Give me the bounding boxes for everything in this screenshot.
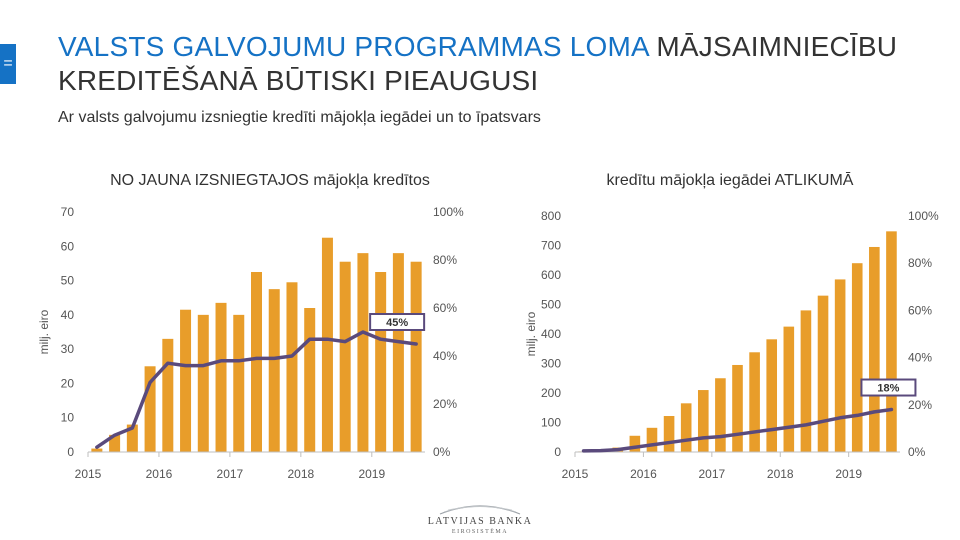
- bar: [766, 339, 778, 452]
- y-tick-label: 10: [61, 411, 75, 425]
- y2-tick-label: 100%: [433, 205, 464, 219]
- bar: [233, 314, 245, 452]
- y2-tick-label: 0%: [908, 445, 926, 459]
- y-tick-label: 600: [541, 268, 561, 282]
- x-tick-label: 2019: [835, 467, 862, 481]
- bar: [215, 302, 227, 452]
- y-tick-label: 300: [541, 357, 561, 371]
- share-line: [95, 330, 418, 449]
- bar: [286, 282, 298, 452]
- y2-tick-label: 60%: [433, 301, 457, 315]
- x-tick-label: 2016: [630, 467, 657, 481]
- title-rest: MĀJSAIMNIECĪBU KREDITĒŠANĀ BŪTISKI PIEAU…: [58, 31, 898, 96]
- bar: [180, 309, 192, 452]
- y-tick-label: 0: [554, 445, 561, 459]
- bar: [715, 378, 726, 452]
- bar: [680, 403, 692, 452]
- y2-tick-label: 100%: [908, 209, 939, 223]
- y-tick-label: 60: [61, 239, 75, 253]
- y2-tick-label: 80%: [433, 253, 457, 267]
- y2-tick-label: 20%: [433, 397, 457, 411]
- y-tick-label: 20: [61, 376, 75, 390]
- bar: [144, 366, 156, 452]
- y2-tick-label: 40%: [908, 351, 932, 365]
- bar: [410, 261, 422, 452]
- annotation-box: [369, 313, 426, 331]
- y2-tick-label: 20%: [908, 398, 932, 412]
- y2-tick-label: 60%: [908, 303, 932, 317]
- x-tick-label: 2017: [217, 467, 244, 481]
- logo-tagline: EIROSISTĒMA: [451, 529, 509, 535]
- bar: [800, 310, 812, 452]
- bar: [851, 263, 863, 452]
- y-tick-label: 30: [61, 342, 75, 356]
- bar: [109, 434, 121, 452]
- bar: [646, 427, 658, 452]
- annotation-label: 45%: [386, 317, 408, 329]
- y-tick-label: 700: [541, 239, 561, 253]
- x-tick-label: 2019: [358, 467, 385, 481]
- bar: [783, 326, 795, 452]
- bar: [663, 416, 675, 452]
- bar: [126, 424, 138, 452]
- y2-tick-label: 80%: [908, 256, 932, 270]
- bar: [629, 435, 641, 452]
- bar: [817, 295, 829, 452]
- latvijas-banka-logo: [439, 505, 521, 515]
- bar: [304, 308, 316, 452]
- bar: [321, 237, 333, 452]
- y2-tick-label: 0%: [433, 445, 451, 459]
- x-tick-label: 2018: [287, 467, 314, 481]
- bar: [197, 314, 209, 452]
- y-axis-label: milj. eiro: [524, 311, 538, 356]
- bar: [869, 246, 880, 452]
- y-tick-label: 400: [541, 327, 561, 341]
- bar: [749, 352, 760, 452]
- side-tab-marker: =: [0, 44, 16, 84]
- bar: [91, 448, 103, 452]
- bar: [697, 390, 709, 452]
- x-tick-label: 2016: [146, 467, 173, 481]
- logo-name: LATVIJAS BANKA: [427, 516, 533, 527]
- page-subtitle: Ar valsts galvojumu izsniegtie kredīti m…: [58, 109, 541, 126]
- page-title: VALSTS GALVOJUMU PROGRAMMAS LOMA MĀJSAIM…: [58, 30, 938, 98]
- x-tick-label: 2018: [767, 467, 794, 481]
- x-tick-label: 2015: [75, 467, 102, 481]
- y-tick-label: 0: [67, 445, 74, 459]
- y-tick-label: 70: [61, 205, 75, 219]
- y-tick-label: 40: [61, 308, 75, 322]
- bar: [268, 289, 280, 452]
- chart-right-title: kredītu mājokļa iegādei ATLIKUMĀ: [606, 172, 854, 189]
- bar: [251, 272, 262, 452]
- y-tick-label: 200: [541, 386, 561, 400]
- y-tick-label: 500: [541, 298, 561, 312]
- bar: [886, 231, 897, 452]
- chart-left-title: NO JAUNA IZSNIEGTAJOS mājokļa kredītos: [110, 172, 430, 189]
- bar: [339, 261, 351, 452]
- y-tick-label: 100: [541, 416, 561, 430]
- bar: [162, 338, 174, 452]
- annotation-box: [860, 378, 917, 397]
- x-tick-label: 2015: [562, 467, 589, 481]
- bar: [392, 253, 404, 452]
- y-axis-label: milj. eiro: [37, 309, 51, 354]
- y-tick-label: 800: [541, 209, 561, 223]
- y2-tick-label: 40%: [433, 349, 457, 363]
- bar: [357, 253, 369, 452]
- bar: [834, 279, 846, 452]
- bar: [732, 364, 743, 452]
- bar: [375, 272, 387, 452]
- x-tick-label: 2017: [698, 467, 725, 481]
- title-highlight: VALSTS GALVOJUMU PROGRAMMAS LOMA: [58, 31, 649, 62]
- annotation-label: 18%: [877, 383, 899, 395]
- y-tick-label: 50: [61, 274, 75, 288]
- share-line: [581, 407, 894, 453]
